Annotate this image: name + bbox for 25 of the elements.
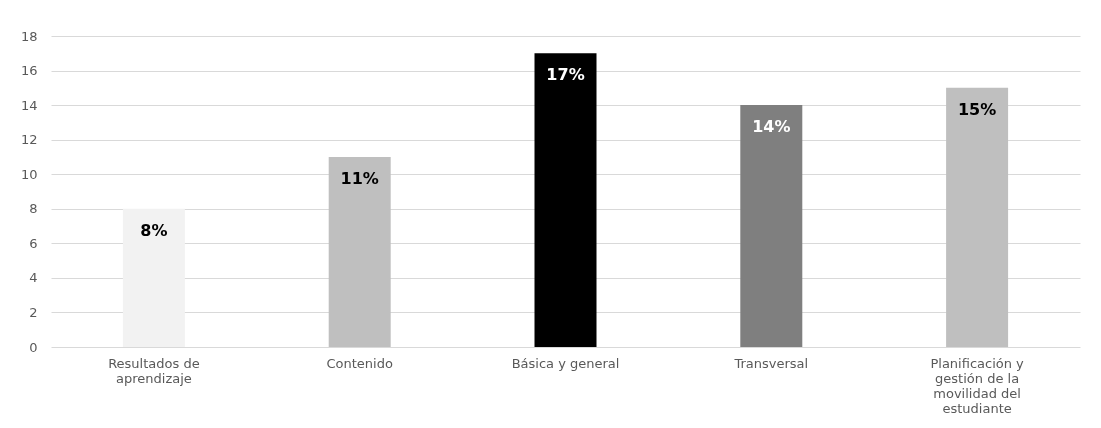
y-tick-label: 16 bbox=[20, 63, 38, 79]
y-tick-label: 14 bbox=[20, 97, 38, 113]
x-tick-label: Resultados de aprendizaje bbox=[108, 355, 200, 386]
data-label: 11% bbox=[340, 168, 379, 188]
data-label: 17% bbox=[546, 65, 585, 85]
x-tick-label: Básica y general bbox=[511, 355, 620, 371]
x-tick-label: Contenido bbox=[326, 355, 393, 371]
y-tick-label: 10 bbox=[20, 166, 38, 182]
y-tick-label: 0 bbox=[29, 339, 38, 355]
y-tick-label: 18 bbox=[20, 28, 38, 44]
data-label: 8% bbox=[140, 220, 168, 240]
y-tick-label: 4 bbox=[29, 270, 38, 286]
bar bbox=[534, 53, 597, 347]
y-tick-label: 8 bbox=[29, 201, 38, 217]
y-tick-label: 12 bbox=[20, 132, 38, 148]
data-label: 14% bbox=[752, 117, 791, 137]
data-label: 15% bbox=[957, 99, 997, 119]
bar bbox=[946, 87, 1009, 347]
bar bbox=[122, 208, 185, 347]
bar bbox=[328, 156, 391, 347]
y-tick-label: 6 bbox=[29, 235, 38, 251]
bar bbox=[740, 105, 803, 347]
x-tick-label: Transversal bbox=[733, 355, 809, 371]
y-tick-label: 2 bbox=[29, 304, 38, 320]
x-tick-label: Planificación y gestión de la movilidad del estudiante bbox=[930, 355, 1025, 416]
